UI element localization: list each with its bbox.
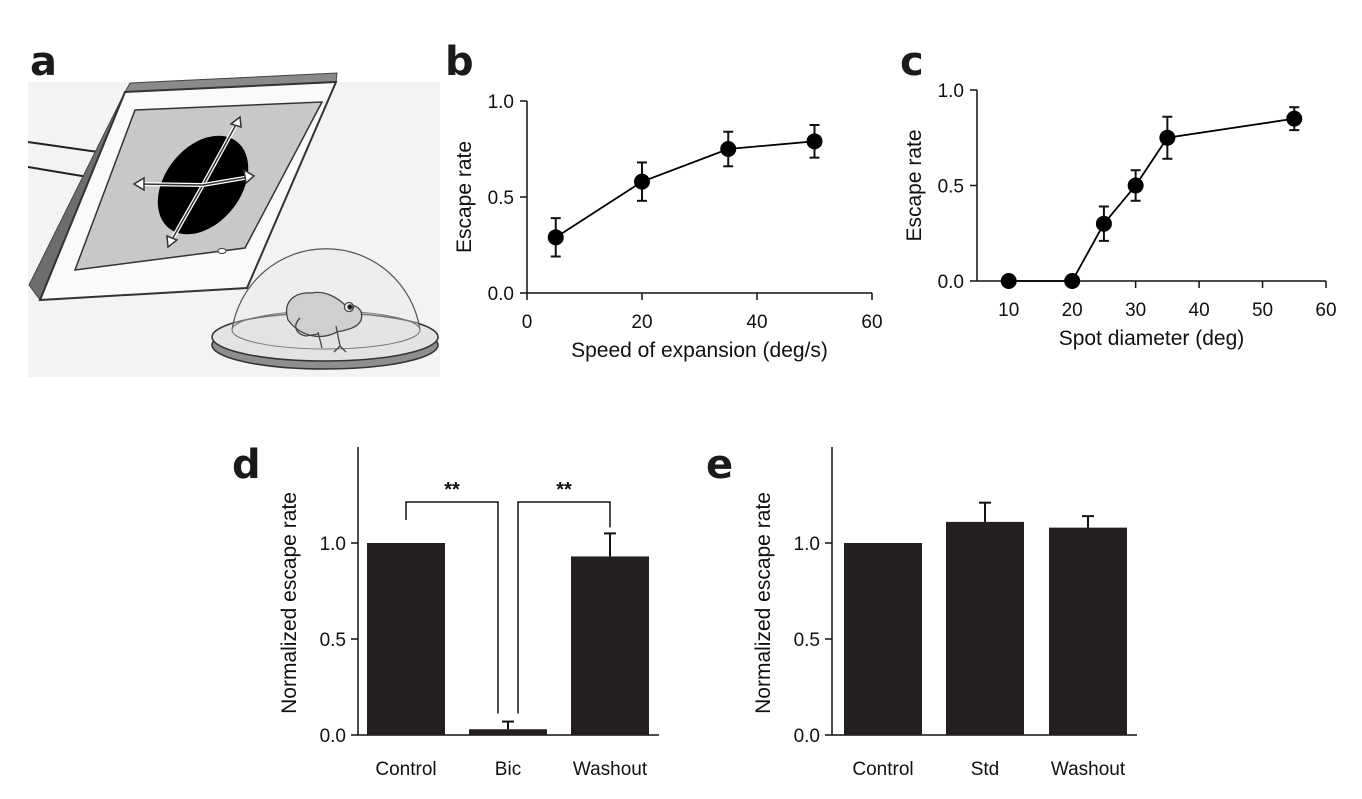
data-point [720,141,737,157]
panel-b-letter: b [445,39,474,85]
bar [571,556,649,735]
y-tick-label: 1.0 [320,534,346,555]
significance-label: ** [556,479,572,501]
chart-b: 0 20 40 60 0.0 0.5 1.0 Speed of expansion (deg/… [453,92,883,362]
x-tick-label: 60 [1315,300,1336,321]
setup-illustration [27,72,440,377]
significance-bracket [405,501,499,714]
x-tick-label: 40 [1189,300,1210,321]
category-label: Std [971,759,1000,780]
series-line [555,140,815,239]
y-tick-label: 0.5 [938,177,964,198]
significance-bracket [517,501,611,714]
bar [844,543,922,735]
y-tick-label: 1.0 [794,534,820,555]
bar [469,729,547,735]
x-axis-label: Speed of expansion (deg/s) [571,339,828,362]
category-label: Washout [573,759,648,780]
x-tick-label: 30 [1125,300,1146,321]
y-tick-label: 0.5 [488,188,514,209]
y-tick-label: 0.0 [938,272,964,293]
x-axis-label: Spot diameter (deg) [1059,327,1245,350]
data-point [1127,177,1144,194]
x-tick-label: 60 [861,312,882,333]
y-axis-label: Normalized escape rate [278,492,301,714]
x-tick-label: 10 [998,300,1019,321]
y-tick-label: 0.5 [794,630,820,651]
significance-label: ** [444,479,460,501]
data-point [547,229,564,246]
chart-c: 10 20 30 40 50 60 0.0 0.5 1.0 Spot diameter (deg)… [903,81,1337,350]
data-point [1286,110,1303,127]
y-tick-label: 1.0 [938,81,964,102]
bar [946,521,1024,735]
y-tick-label: 0.5 [320,630,346,651]
x-tick-label: 20 [1062,300,1083,321]
y-axis-label: Escape rate [453,141,476,253]
screen-button [217,248,227,254]
y-axis-label: Normalized escape rate [752,492,775,714]
bar [367,543,445,735]
monitor-arm-lower [27,166,89,178]
data-point [1064,273,1081,289]
category-label: Bic [495,759,521,780]
data-point [1000,273,1017,289]
expansion-arrows [132,115,256,249]
panel-e-letter: e [706,442,733,488]
bar [1049,527,1127,735]
x-tick-label: 20 [631,312,652,333]
panel-c-letter: c [900,39,924,85]
chart-e: 0.0 0.5 1.0 Control Std Washout Normalized esc… [752,447,1137,780]
category-label: Control [375,759,436,780]
chart-d: 0.0 0.5 1.0 Control Bic Washout ** ** Normalized… [278,447,659,780]
x-tick-label: 40 [746,312,767,333]
y-tick-label: 0.0 [794,726,820,747]
panel-d-letter: d [232,442,261,488]
data-point [1159,129,1176,146]
x-tick-label: 50 [1252,300,1273,321]
series-line [1008,117,1295,282]
frog-figure [286,291,363,353]
y-tick-label: 1.0 [488,92,514,113]
data-point [634,173,650,190]
category-label: Washout [1051,759,1126,780]
y-tick-label: 0.0 [488,284,514,305]
monitor-arm-upper [27,141,99,153]
glass-dome [231,248,421,331]
category-label: Control [852,759,913,780]
x-tick-label: 0 [522,312,533,333]
data-point [1095,215,1112,232]
y-tick-label: 0.0 [320,726,346,747]
panel-a-letter: a [30,39,57,85]
data-point [806,133,823,150]
y-axis-label: Escape rate [903,129,926,241]
